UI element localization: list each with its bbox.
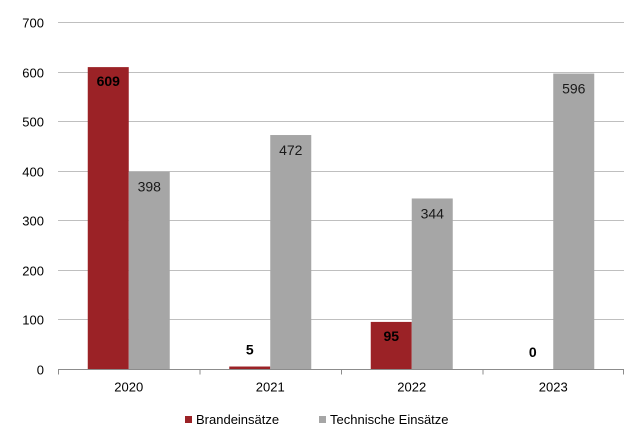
bar-brand-2021 — [229, 366, 271, 369]
legend-label: Technische Einsätze — [330, 412, 449, 427]
bar-technisch-2020 — [128, 171, 170, 369]
legend: Brandeinsätze Technische Einsätze — [185, 412, 449, 427]
legend-swatch — [319, 416, 326, 423]
x-tick-label: 2021 — [256, 380, 285, 395]
data-label: 472 — [279, 142, 303, 158]
y-tick-label: 700 — [22, 16, 44, 31]
data-label: 398 — [138, 179, 162, 195]
y-tick-label: 500 — [22, 115, 44, 130]
x-axis-ticks: 2020 2021 2022 2023 — [58, 369, 624, 395]
data-label: 95 — [383, 328, 399, 344]
bar-technisch-2021 — [270, 135, 312, 369]
x-tick-label: 2022 — [397, 380, 426, 395]
y-tick-label: 400 — [22, 165, 44, 180]
data-label: 344 — [421, 205, 445, 221]
bar-brand-2022 — [370, 321, 412, 369]
data-label: 596 — [562, 81, 586, 97]
y-axis-ticks: 0 100 200 300 400 500 600 700 — [22, 16, 44, 378]
bar-technisch-2022 — [411, 198, 453, 369]
data-label: 609 — [97, 73, 121, 89]
data-labels: 609 398 5 472 95 344 0 596 — [97, 73, 586, 360]
y-tick-label: 0 — [37, 363, 44, 378]
bar-technisch-2023 — [553, 73, 595, 369]
x-tick-label: 2020 — [114, 380, 143, 395]
x-tick-label: 2023 — [539, 380, 568, 395]
legend-label: Brandeinsätze — [196, 412, 279, 427]
y-tick-label: 300 — [22, 214, 44, 229]
data-label: 5 — [246, 342, 254, 358]
data-label: 0 — [529, 344, 537, 360]
bar-brand-2020 — [87, 67, 129, 370]
legend-swatch — [185, 416, 192, 423]
y-tick-label: 600 — [22, 66, 44, 81]
y-tick-label: 100 — [22, 313, 44, 328]
bars — [87, 67, 595, 370]
y-tick-label: 200 — [22, 264, 44, 279]
